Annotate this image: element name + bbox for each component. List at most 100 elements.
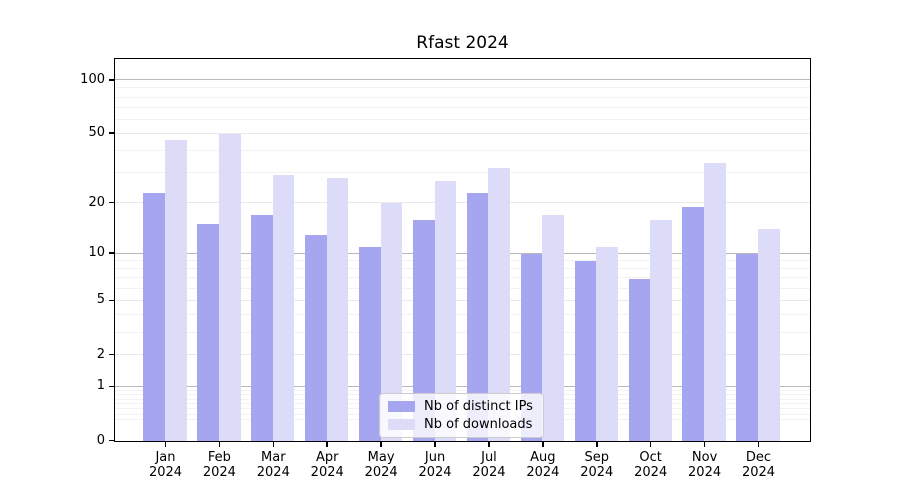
bar-distinct-ips-mar <box>251 215 273 441</box>
gridline-minor <box>115 106 810 108</box>
gridline-minor <box>115 118 810 120</box>
gridline-minor <box>115 331 810 333</box>
x-tick-mark <box>596 442 598 447</box>
gridline-major <box>115 202 810 204</box>
x-tick-month: Jan <box>155 450 176 465</box>
x-tick-label-nov: Nov 2024 <box>673 450 737 480</box>
gridline-major <box>115 79 810 81</box>
bar-distinct-ips-feb <box>197 224 219 441</box>
legend: Nb of distinct IPs Nb of downloads <box>379 393 544 438</box>
y-tick-label: 0 <box>96 432 105 448</box>
gridline-minor <box>115 149 810 151</box>
chart-title: Rfast 2024 <box>416 33 509 53</box>
gridline-minor <box>115 314 810 316</box>
x-tick-label-jul: Jul 2024 <box>457 450 521 480</box>
bar-distinct-ips-dec <box>736 253 758 441</box>
x-tick-label-mar: Mar 2024 <box>241 450 305 480</box>
bar-distinct-ips-sep <box>574 261 597 441</box>
bar-distinct-ips-jun <box>412 219 435 441</box>
legend-swatch-distinct-ips <box>388 401 415 412</box>
x-tick-label-jun: Jun 2024 <box>403 450 467 480</box>
x-tick-mark <box>380 442 382 447</box>
x-tick-month: Jul <box>481 450 497 465</box>
bar-downloads-mar <box>272 175 295 441</box>
gridline-minor <box>115 268 810 270</box>
x-tick-month: Sep <box>584 450 610 465</box>
x-tick-month: Dec <box>745 450 772 465</box>
x-tick-year: 2024 <box>688 465 722 480</box>
y-tick-mark <box>109 132 114 134</box>
plot-area <box>114 58 811 442</box>
gridline-major <box>115 354 810 356</box>
x-tick-label-apr: Apr 2024 <box>295 450 359 480</box>
x-tick-mark <box>272 442 275 447</box>
x-tick-year: 2024 <box>580 465 614 480</box>
x-tick-mark <box>542 442 544 447</box>
gridline-minor <box>115 389 810 391</box>
bar-downloads-jun <box>434 180 457 441</box>
bar-distinct-ips-nov <box>682 206 705 441</box>
x-tick-month: Feb <box>207 450 231 465</box>
x-tick-mark <box>434 442 436 447</box>
bar-distinct-ips-jan <box>143 192 165 441</box>
y-tick-label: 2 <box>96 346 105 362</box>
y-tick-label: 1 <box>96 378 105 394</box>
legend-item-downloads: Nb of downloads <box>388 417 533 432</box>
x-tick-month: Nov <box>691 450 718 465</box>
x-tick-mark <box>164 442 167 447</box>
y-tick-label: 5 <box>96 292 105 308</box>
gridline-minor <box>115 287 810 289</box>
x-tick-month: Mar <box>261 450 286 465</box>
bar-distinct-ips-jul <box>466 192 489 441</box>
bar-downloads-jul <box>488 167 511 441</box>
bar-downloads-may <box>380 203 403 441</box>
x-tick-label-aug: Aug 2024 <box>511 450 575 480</box>
bar-distinct-ips-oct <box>628 278 651 441</box>
bar-downloads-dec <box>758 229 780 441</box>
gridline-major <box>115 385 810 387</box>
y-tick-mark <box>109 79 114 81</box>
gridline-minor <box>115 260 810 262</box>
y-tick-mark <box>109 385 114 388</box>
x-tick-year: 2024 <box>741 465 776 480</box>
gridline-minor <box>115 87 810 89</box>
x-tick-year: 2024 <box>364 465 398 480</box>
x-tick-label-dec: Dec 2024 <box>727 450 791 480</box>
x-tick-mark <box>326 442 328 447</box>
y-tick-mark <box>109 299 114 302</box>
gridline-major <box>115 252 810 254</box>
y-tick-label: 100 <box>80 71 105 87</box>
bar-downloads-nov <box>704 163 726 441</box>
bar-downloads-jan <box>165 140 187 441</box>
bar-distinct-ips-apr <box>305 234 327 441</box>
legend-item-distinct-ips: Nb of distinct IPs <box>388 399 533 414</box>
legend-swatch-downloads <box>388 419 415 430</box>
legend-label-downloads: Nb of downloads <box>424 417 533 432</box>
gridline-major <box>115 299 810 301</box>
gridline-minor <box>115 277 810 279</box>
x-tick-mark <box>488 442 490 447</box>
x-tick-label-may: May 2024 <box>349 450 413 480</box>
x-tick-label-sep: Sep 2024 <box>565 450 629 480</box>
x-tick-year: 2024 <box>202 465 236 480</box>
x-tick-mark <box>218 442 221 447</box>
x-tick-month: Aug <box>530 450 556 465</box>
x-tick-month: Oct <box>639 450 662 465</box>
bar-downloads-feb <box>218 133 241 441</box>
x-tick-year: 2024 <box>526 465 560 480</box>
x-tick-year: 2024 <box>256 465 290 480</box>
bar-downloads-sep <box>596 246 618 441</box>
x-tick-year: 2024 <box>148 465 183 480</box>
y-tick-label: 20 <box>88 194 105 210</box>
x-tick-month: Apr <box>315 450 339 465</box>
y-tick-mark <box>109 201 114 204</box>
legend-label-distinct-ips: Nb of distinct IPs <box>424 399 533 414</box>
gridline-minor <box>115 96 810 98</box>
x-tick-label-jan: Jan 2024 <box>134 450 198 480</box>
gridline-minor <box>115 171 810 173</box>
x-tick-mark <box>703 442 706 447</box>
x-tick-year: 2024 <box>310 465 344 480</box>
bar-distinct-ips-may <box>359 246 381 441</box>
x-tick-year: 2024 <box>472 465 506 480</box>
